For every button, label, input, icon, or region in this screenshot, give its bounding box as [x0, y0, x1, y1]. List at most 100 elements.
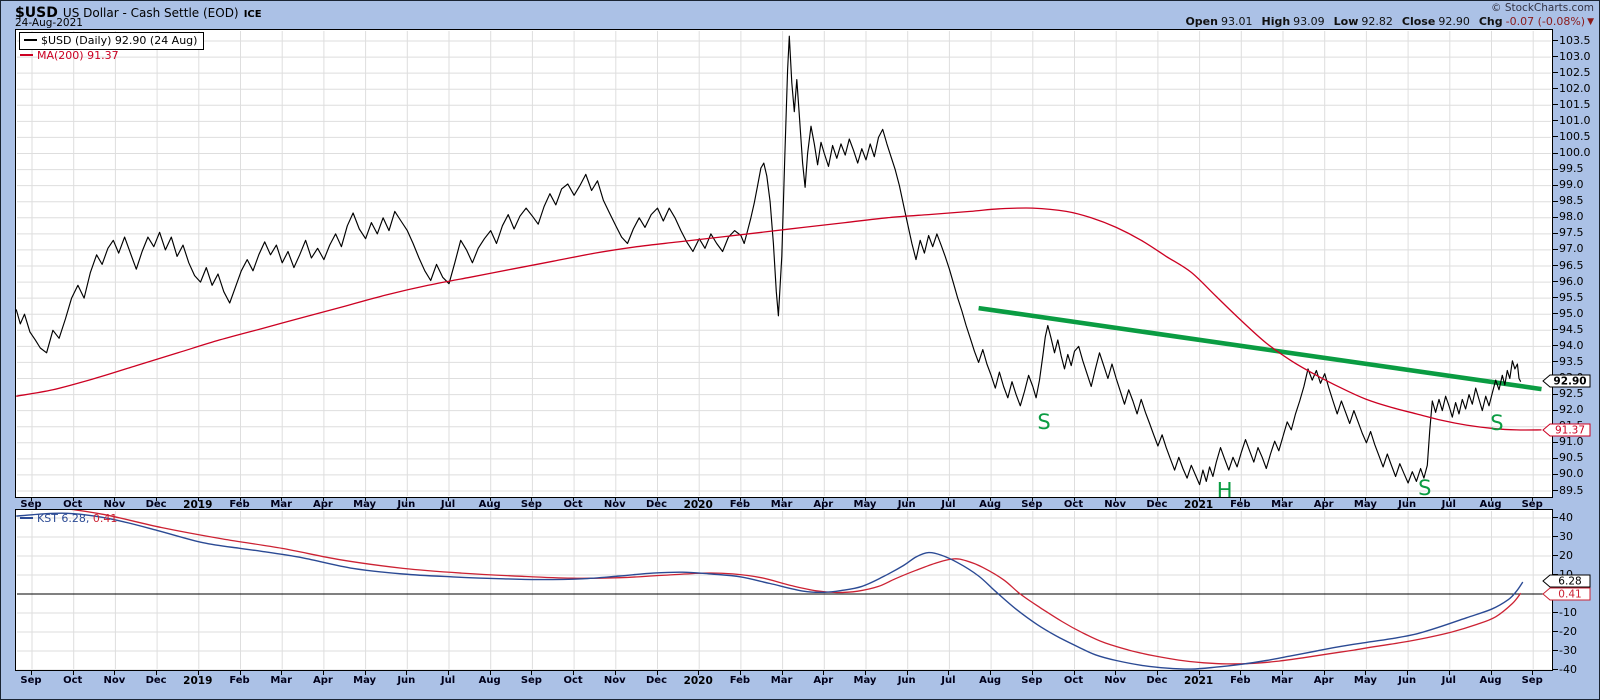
month-label: Oct: [563, 499, 583, 510]
chg-value: -0.07 (-0.08%): [1505, 15, 1586, 28]
month-label: 2021: [1183, 499, 1214, 511]
month-tick: [1240, 498, 1242, 501]
month-label: Mar: [770, 675, 793, 686]
month-tick: [531, 498, 533, 501]
price-chart-svg: S H S S: [16, 31, 1551, 497]
month-label: Sep: [520, 499, 542, 510]
price-line-swatch-icon: [24, 39, 37, 41]
month-label: Aug: [478, 675, 501, 686]
high-value: 93.09: [1293, 15, 1325, 28]
month-label: Aug: [1479, 675, 1502, 686]
kst-chart-svg: [16, 510, 1551, 670]
month-label: Apr: [1313, 675, 1334, 686]
price-legend: $USD (Daily) 92.90 (24 Aug): [19, 32, 205, 50]
price-axis-label: 93.5: [1559, 355, 1584, 368]
copyright: © StockCharts.com: [1491, 2, 1594, 14]
month-tick: [1448, 498, 1450, 501]
month-tick: [656, 671, 658, 675]
symbol-name: US Dollar - Cash Settle (EOD): [62, 6, 239, 20]
kst-line-swatch-icon: [20, 517, 33, 519]
price-axis-label: 99.0: [1559, 178, 1584, 191]
price-axis-label: 94.0: [1559, 339, 1584, 352]
month-tick: [1031, 671, 1033, 675]
month-label: Sep: [20, 499, 42, 510]
month-tick: [614, 498, 616, 501]
price-axis-tick: [1553, 40, 1558, 41]
price-axis-tick: [1553, 297, 1558, 298]
month-tick: [1490, 671, 1492, 675]
month-label: May: [353, 675, 377, 686]
month-label: Apr: [312, 499, 333, 510]
month-tick: [1365, 498, 1367, 501]
month-tick: [573, 671, 575, 675]
month-label: Sep: [1021, 675, 1043, 686]
month-label: Oct: [1063, 499, 1084, 510]
price-axis-label: 98.5: [1559, 194, 1584, 207]
month-tick: [1031, 498, 1033, 501]
month-label: Dec: [145, 675, 167, 686]
month-tick: [114, 498, 116, 501]
kst-axis-tick: [1553, 555, 1558, 556]
kst-signal-line: [16, 510, 1522, 665]
month-label: Feb: [229, 499, 250, 510]
price-legend-text: $USD (Daily) 92.90 (24 Aug): [41, 34, 198, 47]
price-axis-tick: [1553, 217, 1558, 218]
price-axis-label: 101.5: [1559, 98, 1591, 111]
month-tick: [364, 498, 366, 501]
month-label: May: [1353, 675, 1377, 686]
ma-legend-text: MA(200) 91.37: [37, 49, 119, 62]
month-label: Jun: [897, 499, 916, 510]
month-label: Jun: [397, 675, 416, 686]
price-axis-tick: [1553, 169, 1558, 170]
month-label: Nov: [1104, 675, 1127, 686]
annotation-letter: H: [1217, 478, 1233, 497]
month-label: Nov: [103, 675, 126, 686]
month-label: Jul: [1441, 675, 1456, 686]
month-label: Jul: [440, 675, 456, 686]
month-tick: [1448, 671, 1450, 675]
month-tick: [906, 671, 908, 675]
month-label: Jul: [1441, 499, 1456, 510]
month-label: May: [853, 499, 877, 510]
price-axis-tick: [1553, 56, 1558, 57]
ma-line-swatch-icon: [20, 54, 33, 56]
month-label: Nov: [1104, 499, 1127, 510]
month-tick: [698, 498, 700, 501]
month-tick: [1532, 671, 1534, 675]
price-axis-tick: [1553, 120, 1558, 121]
month-label: Apr: [813, 675, 834, 686]
kst-axis-tick: [1553, 631, 1558, 632]
month-tick: [72, 498, 74, 501]
month-tick: [322, 498, 324, 501]
month-label: Feb: [729, 675, 751, 686]
kst-axis-label: -10: [1559, 606, 1577, 619]
month-tick: [948, 498, 950, 501]
month-label: May: [1353, 499, 1377, 510]
price-axis-tick: [1553, 201, 1558, 202]
month-label: Nov: [603, 499, 626, 510]
price-panel: S H S S $USD (Daily) 92.90 (24 Aug) MA(200)…: [15, 29, 1553, 498]
price-axis-label: 94.5: [1559, 323, 1584, 336]
price-axis-label: 99.5: [1559, 162, 1584, 175]
quote-bar: Open 93.01 High 93.09 Low 92.82 Close 92.90 Chg -…: [1185, 15, 1594, 28]
price-axis-label: 102.0: [1559, 82, 1591, 95]
price-axis-tick: [1553, 72, 1558, 73]
month-tick: [906, 498, 908, 501]
month-label: Feb: [1230, 499, 1251, 510]
x-axis-months-top: Sep Oct Nov Dec 2019 Feb Mar Apr May Jun Jul Aug Sep…: [1, 498, 1599, 511]
month-tick: [614, 671, 616, 675]
price-axis-label: 95.0: [1559, 307, 1584, 320]
month-label: Sep: [1521, 499, 1543, 510]
month-tick: [322, 671, 324, 675]
month-tick: [448, 498, 449, 501]
price-axis-label: 103.0: [1559, 50, 1591, 63]
x-axis-months-bottom: Sep Oct Nov Dec 2019 Feb Mar Apr May Jun Jul Aug Sep…: [1, 671, 1599, 687]
price-axis-tick: [1553, 153, 1558, 154]
month-label: Feb: [229, 675, 250, 686]
price-axis-tick: [1553, 474, 1558, 475]
price-axis-tick: [1553, 313, 1558, 314]
month-label: Nov: [603, 675, 626, 686]
month-tick: [1365, 671, 1367, 675]
month-label: Sep: [1521, 675, 1543, 686]
